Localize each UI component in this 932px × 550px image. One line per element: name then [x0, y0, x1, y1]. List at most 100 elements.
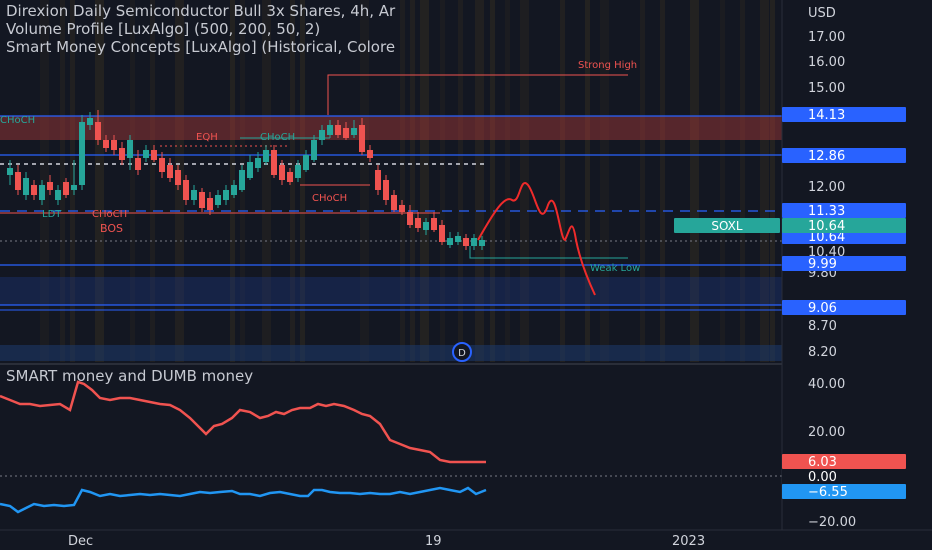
candle: [439, 220, 445, 245]
candle: [47, 175, 53, 195]
candle: [359, 118, 365, 155]
d-badge-label: D: [458, 348, 466, 359]
volume-stripe: [560, 0, 565, 362]
candle: [39, 180, 45, 205]
volume-stripe: [640, 0, 645, 362]
svg-text:12.86: 12.86: [808, 149, 845, 164]
svg-text:14.13: 14.13: [808, 108, 845, 123]
volume-stripe: [440, 0, 445, 362]
candle: [31, 180, 37, 200]
choch-lower-label: CHoCH: [92, 209, 127, 220]
candle: [255, 152, 261, 172]
price-tick: 8.20: [808, 345, 837, 360]
candle: [367, 145, 373, 162]
volume-stripe: [475, 0, 484, 362]
volume-stripe: [600, 0, 609, 362]
price-tag: 11.33: [782, 203, 906, 219]
candle: [135, 150, 141, 175]
price-candles: [7, 110, 485, 250]
candle: [119, 142, 125, 165]
volume-stripe: [720, 0, 725, 362]
soxl-price-tag: 10.64: [782, 218, 906, 234]
volume-stripe: [130, 0, 135, 362]
volume-stripe: [60, 0, 65, 362]
candle: [415, 212, 421, 232]
dumb-money-line: [0, 380, 486, 464]
volume-stripe: [520, 0, 529, 362]
volume-stripe: [740, 0, 745, 362]
candle: [247, 155, 253, 180]
candle: [71, 160, 77, 195]
candle: [215, 190, 221, 208]
svg-text:9.99: 9.99: [808, 257, 837, 272]
volume-stripe: [660, 0, 665, 362]
weak-low-label: Weak Low: [590, 263, 640, 274]
candle: [127, 135, 133, 170]
volume-stripe: [70, 0, 75, 362]
price-tag: 14.13: [782, 107, 906, 123]
price-tick: 12.00: [808, 180, 845, 195]
svg-text:6.03: 6.03: [808, 455, 837, 470]
candle: [375, 165, 381, 195]
volume-stripe: [230, 0, 235, 362]
bos-label: BOS: [100, 222, 123, 235]
candle: [55, 185, 61, 205]
volume-stripe: [150, 0, 155, 362]
supply-zone: [0, 116, 782, 140]
volume-stripe: [760, 0, 769, 362]
price-tag: 9.99: [782, 256, 906, 272]
volume-stripe: [300, 0, 305, 362]
candle: [263, 145, 269, 165]
svg-text:0.00: 0.00: [808, 470, 837, 485]
volume-stripe: [505, 0, 510, 362]
candle: [343, 122, 349, 140]
projection-path: [477, 181, 596, 296]
volume-stripe: [95, 0, 104, 362]
candle: [327, 120, 333, 138]
chart-title[interactable]: Direxion Daily Semiconductor Bull 3x Sha…: [6, 2, 396, 20]
candle: [7, 160, 13, 185]
candle: [103, 135, 109, 152]
candle: [407, 205, 413, 228]
candle: [167, 158, 173, 182]
candle: [479, 236, 485, 250]
volume-stripe: [490, 0, 495, 362]
candle: [287, 168, 293, 185]
time-axis[interactable]: [0, 530, 932, 550]
d-band: [0, 345, 782, 361]
candle: [207, 192, 213, 215]
candle: [151, 145, 157, 162]
indicator-tick: 40.00: [808, 377, 845, 392]
candle: [159, 152, 165, 178]
volume-stripe: [420, 0, 429, 362]
volume-stripe: [585, 0, 590, 362]
svg-text:11.33: 11.33: [808, 204, 845, 219]
candle: [399, 200, 405, 215]
candle: [455, 232, 461, 245]
smart-money-line: [0, 486, 487, 514]
eqh-label: EQH: [196, 132, 218, 143]
volume-profile-legend[interactable]: Volume Profile [LuxAlgo] (500, 200, 50, …: [6, 20, 321, 38]
time-label-19: 19: [425, 534, 442, 549]
time-label-dec: Dec: [68, 534, 93, 549]
smc-legend[interactable]: Smart Money Concepts [LuxAlgo] (Historic…: [6, 38, 396, 56]
indicator-axis-ticks: 40.00 20.00 0.00 −20.00: [808, 377, 856, 530]
candle: [191, 185, 197, 205]
candle: [95, 110, 101, 145]
dividend-badge[interactable]: D: [452, 342, 472, 362]
volume-stripe: [400, 0, 405, 362]
candle: [111, 135, 117, 155]
volume-stripe: [40, 0, 49, 362]
candle: [319, 125, 325, 145]
price-tick: 8.70: [808, 319, 837, 334]
indicator-tag: −6.55: [782, 484, 906, 500]
symbol-tag[interactable]: SOXL: [674, 218, 780, 233]
candle: [447, 232, 453, 248]
time-label-2023: 2023: [672, 534, 705, 549]
indicator-tag: 0.00: [782, 469, 906, 485]
candle: [143, 145, 149, 162]
indicator-title[interactable]: SMART money and DUMB money: [6, 367, 254, 385]
choch-mid-label: CHoCH: [260, 132, 295, 143]
price-tag: 9.06: [782, 300, 906, 316]
